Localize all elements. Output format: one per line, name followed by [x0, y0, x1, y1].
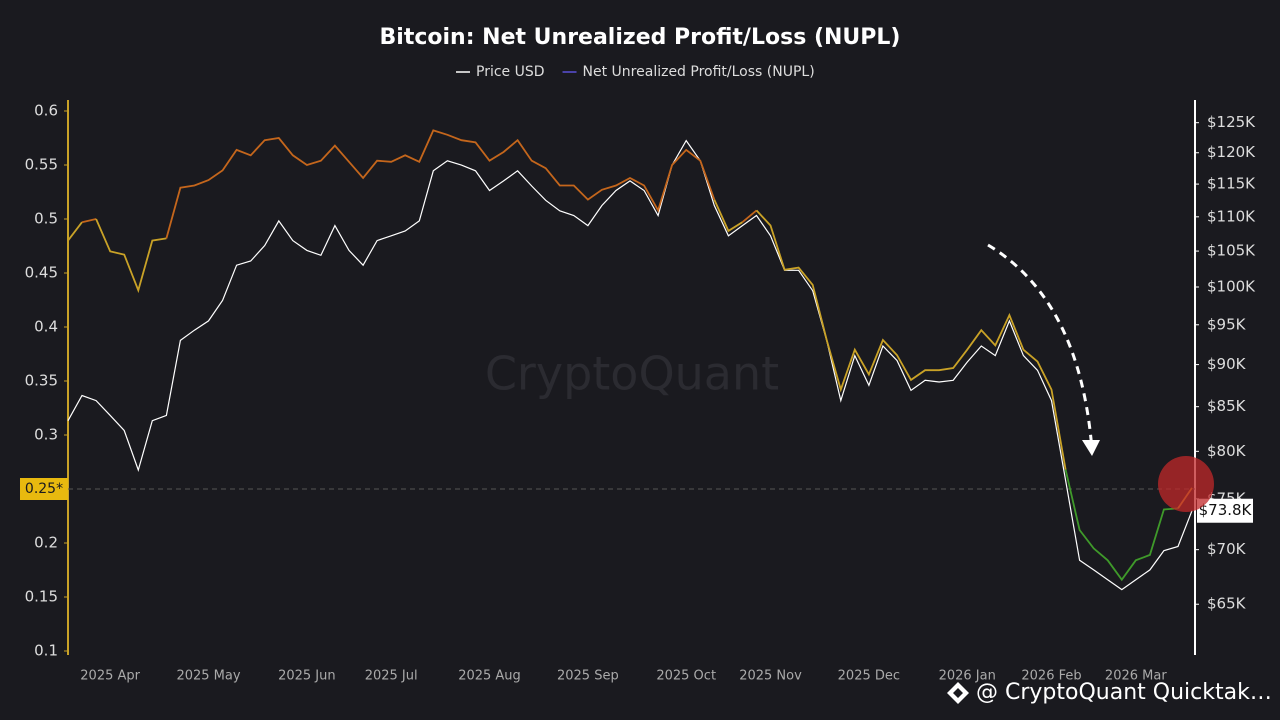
chart-title: Bitcoin: Net Unrealized Profit/Loss (NUP… — [380, 25, 901, 50]
y-tick-label: 0.35 — [25, 372, 58, 390]
y-tick-label: 0.15 — [25, 588, 58, 606]
y2-tick-label: $100K — [1207, 278, 1256, 296]
series-line — [81, 218, 97, 224]
x-tick-label: 2025 Aug — [458, 669, 521, 684]
y-tick-label: 0.3 — [34, 426, 58, 444]
x-tick-label: 2025 Sep — [557, 669, 619, 684]
series-line — [713, 199, 743, 233]
x-tick-label: 2026 Mar — [1105, 669, 1167, 684]
legend-label: Net Unrealized Profit/Loss (NUPL) — [583, 64, 815, 80]
arrow-head — [1082, 440, 1100, 456]
y2-tick-label: $95K — [1207, 315, 1247, 333]
y-tick-label: 0.45 — [25, 264, 58, 282]
price-label: $73.8K — [1199, 501, 1253, 519]
series-line — [67, 139, 1193, 591]
series-line — [1064, 469, 1179, 582]
y-tick-label: 0.2 — [34, 534, 58, 552]
x-tick-label: 2025 Oct — [656, 669, 716, 684]
logo — [947, 682, 969, 704]
series-line — [95, 218, 167, 294]
x-tick-label: 2025 Apr — [80, 669, 140, 684]
y-tick-label: 0.6 — [34, 102, 58, 120]
arrow — [987, 243, 1094, 451]
y2-tick-label: $65K — [1207, 595, 1247, 613]
y2-tick-label: $110K — [1207, 207, 1256, 225]
legend-label: Price USD — [476, 64, 545, 80]
x-tick-label: 2025 May — [176, 669, 240, 684]
y2-tick-label: $105K — [1207, 242, 1256, 260]
marks: 0.1 0.15 0.2 0.3 0.35 0.4 0.45 0.5 0.55 0.6 $65K $7… — [20, 64, 1256, 684]
x-tick-label: 2025 Nov — [739, 669, 802, 684]
series-line — [67, 221, 83, 242]
x-tick-label: 2025 Jul — [365, 669, 418, 684]
y2-tick-label: $125K — [1207, 113, 1256, 131]
y2-tick-label: $80K — [1207, 442, 1247, 460]
price-label-box — [1197, 498, 1253, 523]
reference-label-box — [20, 478, 68, 500]
series-line — [741, 209, 758, 223]
footer: @ CryptoQuant Quicktak… — [976, 680, 1272, 705]
series-line — [165, 129, 716, 239]
y-tick-label: 0.5 — [34, 210, 58, 228]
y-tick-label: 0.1 — [34, 642, 58, 660]
watermark: CryptoQuant — [485, 347, 779, 401]
reference-label: 0.25* — [25, 481, 63, 497]
y2-tick-label: $90K — [1207, 355, 1247, 373]
y2-tick-label: $115K — [1207, 175, 1256, 193]
y2-tick-label: $85K — [1207, 397, 1247, 415]
x-tick-label: 2025 Dec — [838, 669, 900, 684]
series-line — [755, 209, 1067, 470]
y2-tick-label: $70K — [1207, 540, 1247, 558]
y-tick-label: 0.55 — [25, 156, 58, 174]
x-tick-label: 2026 Feb — [1021, 669, 1081, 684]
x-tick-label: 2026 Jan — [939, 669, 996, 684]
x-tick-label: 2025 Jun — [278, 669, 336, 684]
highlight-circle — [1158, 456, 1214, 512]
y2-tick-label: $120K — [1207, 143, 1256, 161]
y-tick-label: 0.4 — [34, 318, 58, 336]
